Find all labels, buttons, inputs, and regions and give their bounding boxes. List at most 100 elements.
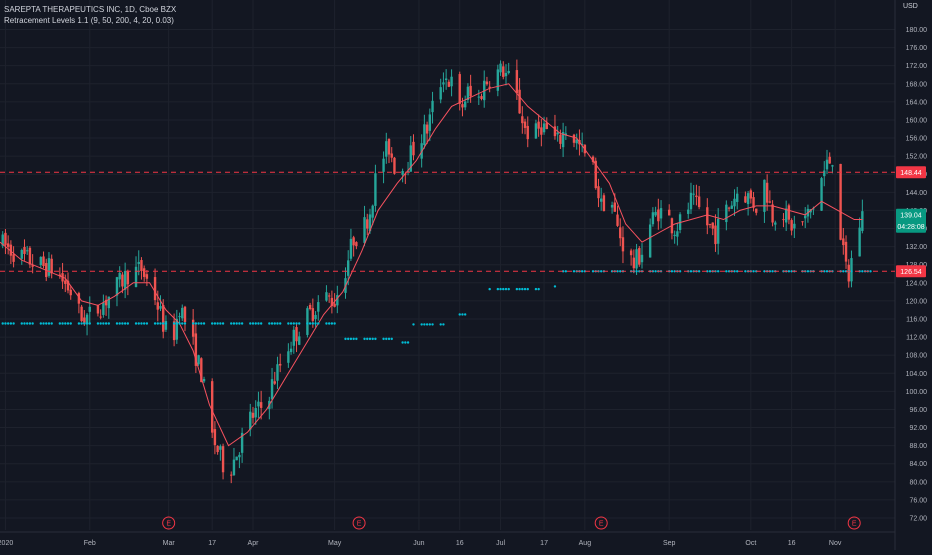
candle [393,156,396,175]
countdown-label: 04:28:08 [897,224,924,231]
candle [774,220,777,231]
candle-body [755,208,758,213]
retracement-dot [763,270,766,273]
symbol-title[interactable]: SAREPTA THERAPEUTICS INC, 1D, Cboe BZX [4,5,177,14]
candle-body [842,238,845,246]
candle [39,256,43,269]
retracement-dot [689,270,693,273]
candle-body [115,277,119,296]
candle-body [278,363,282,366]
retracement-dot [61,322,64,325]
y-tick-label: 104.00 [906,371,928,378]
candle [142,265,146,282]
candle [23,239,26,261]
candle-body [502,66,505,77]
candle [363,205,366,247]
candle-body [697,196,701,208]
candle-body [194,333,198,366]
candle-body [412,141,415,156]
y-tick-label: 88.00 [909,443,927,450]
candle-body [50,258,53,274]
candle-body [162,304,165,332]
indicator-title[interactable]: Retracement Levels 1.1 (9, 50, 200, 4, 2… [4,16,174,25]
candle [240,427,244,463]
candle-body [561,132,565,148]
candle [768,190,772,204]
y-tick-label: 116.00 [906,316,927,323]
candle-body [523,121,527,128]
candle [64,274,67,293]
retracement-dot [20,322,23,325]
earnings-marker[interactable]: E [162,516,176,530]
retracement-dot [9,322,13,325]
candle [26,245,29,255]
y-tick-label: 152.00 [906,154,928,161]
candle-body [330,297,334,307]
x-tick-label: Oct [745,540,756,547]
retracement-dot [221,322,225,325]
retracement-dot [172,322,176,325]
candle-body [126,270,130,285]
candle [249,403,252,437]
candle [828,152,831,164]
candle-body [594,160,597,189]
retracement-dot [344,337,347,341]
candle [692,184,695,205]
retracement-dot [80,322,83,325]
retracement-dot [673,270,676,273]
candle [385,132,388,164]
currency-label[interactable]: USD [903,3,918,10]
candle-body [333,303,336,307]
earnings-marker-label: E [852,521,857,528]
candle [488,81,491,93]
candle [308,302,312,311]
candle [477,89,480,105]
candle-body [858,227,861,257]
candle [374,164,377,212]
candle-body [736,193,739,202]
candle [181,304,184,322]
candle [697,185,701,210]
x-tick-label: Aug [579,540,592,547]
candle-body [118,272,121,280]
candle-body [276,364,279,381]
earnings-marker[interactable]: E [352,516,366,530]
candle-body [4,232,7,246]
candle-body [134,266,138,287]
candle [749,188,753,204]
earnings-marker[interactable]: E [594,516,608,530]
retracement-dot [787,270,791,273]
candle [352,235,355,257]
retracement-dot [123,322,127,325]
candle [444,69,448,90]
retracement-dot [107,322,111,325]
candle [382,151,385,184]
candle-body [553,126,557,137]
retracement-dot [140,322,143,325]
candle-body [861,211,864,231]
candle [580,132,584,153]
candle-body [83,317,86,325]
candle [801,221,804,226]
candle [197,354,200,366]
candle-body [545,122,548,129]
retracement-dot [249,322,252,325]
candle [706,198,709,235]
retracement-dot [368,337,372,341]
candle [213,421,217,455]
candle-body [714,225,717,245]
candle-body [825,159,829,170]
candle [564,126,568,140]
retracement-dot [183,322,187,325]
candle [556,125,559,142]
earnings-marker[interactable]: E [847,516,861,530]
candle-body [507,70,510,74]
candle-body [99,316,102,318]
candle-body [102,302,105,315]
candle-body [733,198,736,207]
retracement-dot [194,322,198,325]
retracement-dot [572,270,576,273]
candle-body [559,134,562,144]
